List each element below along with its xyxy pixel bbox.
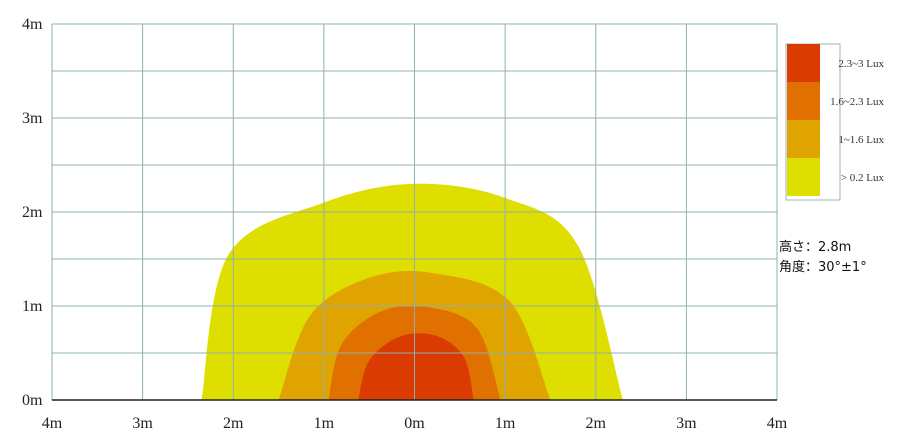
chart-grid <box>51 23 778 401</box>
y-tick-label: 3m <box>22 110 43 127</box>
legend-swatch <box>787 158 820 196</box>
x-tick-label: 2m <box>586 415 607 432</box>
legend-swatch <box>787 120 820 158</box>
x-tick-label: 3m <box>676 415 697 432</box>
x-tick-label: 1m <box>314 415 335 432</box>
illuminance-zones <box>201 183 623 400</box>
y-axis-ticks: 0m 1m 2m 3m 4m <box>22 16 43 409</box>
legend-label: 1~1.6 Lux <box>838 134 884 146</box>
x-tick-label: 0m <box>404 415 425 432</box>
y-tick-label: 4m <box>22 16 43 33</box>
x-tick-label: 4m <box>42 415 63 432</box>
angle-info: 角度：30°±1° <box>779 260 867 275</box>
legend-label: 2.3~3 Lux <box>838 58 884 70</box>
legend: 2.3~3 Lux 1.6~2.3 Lux 1~1.6 Lux > 0.2 Lux <box>785 43 885 201</box>
y-tick-label: 0m <box>22 392 43 409</box>
x-tick-label: 4m <box>767 415 788 432</box>
legend-swatch <box>787 44 820 82</box>
y-tick-label: 1m <box>22 298 43 315</box>
legend-swatch <box>787 82 820 120</box>
legend-label: 1.6~2.3 Lux <box>830 96 884 108</box>
x-tick-label: 1m <box>495 415 516 432</box>
zone-3 <box>358 333 474 400</box>
y-tick-label: 2m <box>22 204 43 221</box>
height-info: 高さ：2.8m <box>779 240 852 255</box>
x-axis-ticks: 4m 3m 2m 1m 0m 1m 2m 3m 4m <box>42 415 788 432</box>
x-tick-label: 3m <box>132 415 153 432</box>
legend-label: > 0.2 Lux <box>841 172 885 184</box>
x-tick-label: 2m <box>223 415 244 432</box>
